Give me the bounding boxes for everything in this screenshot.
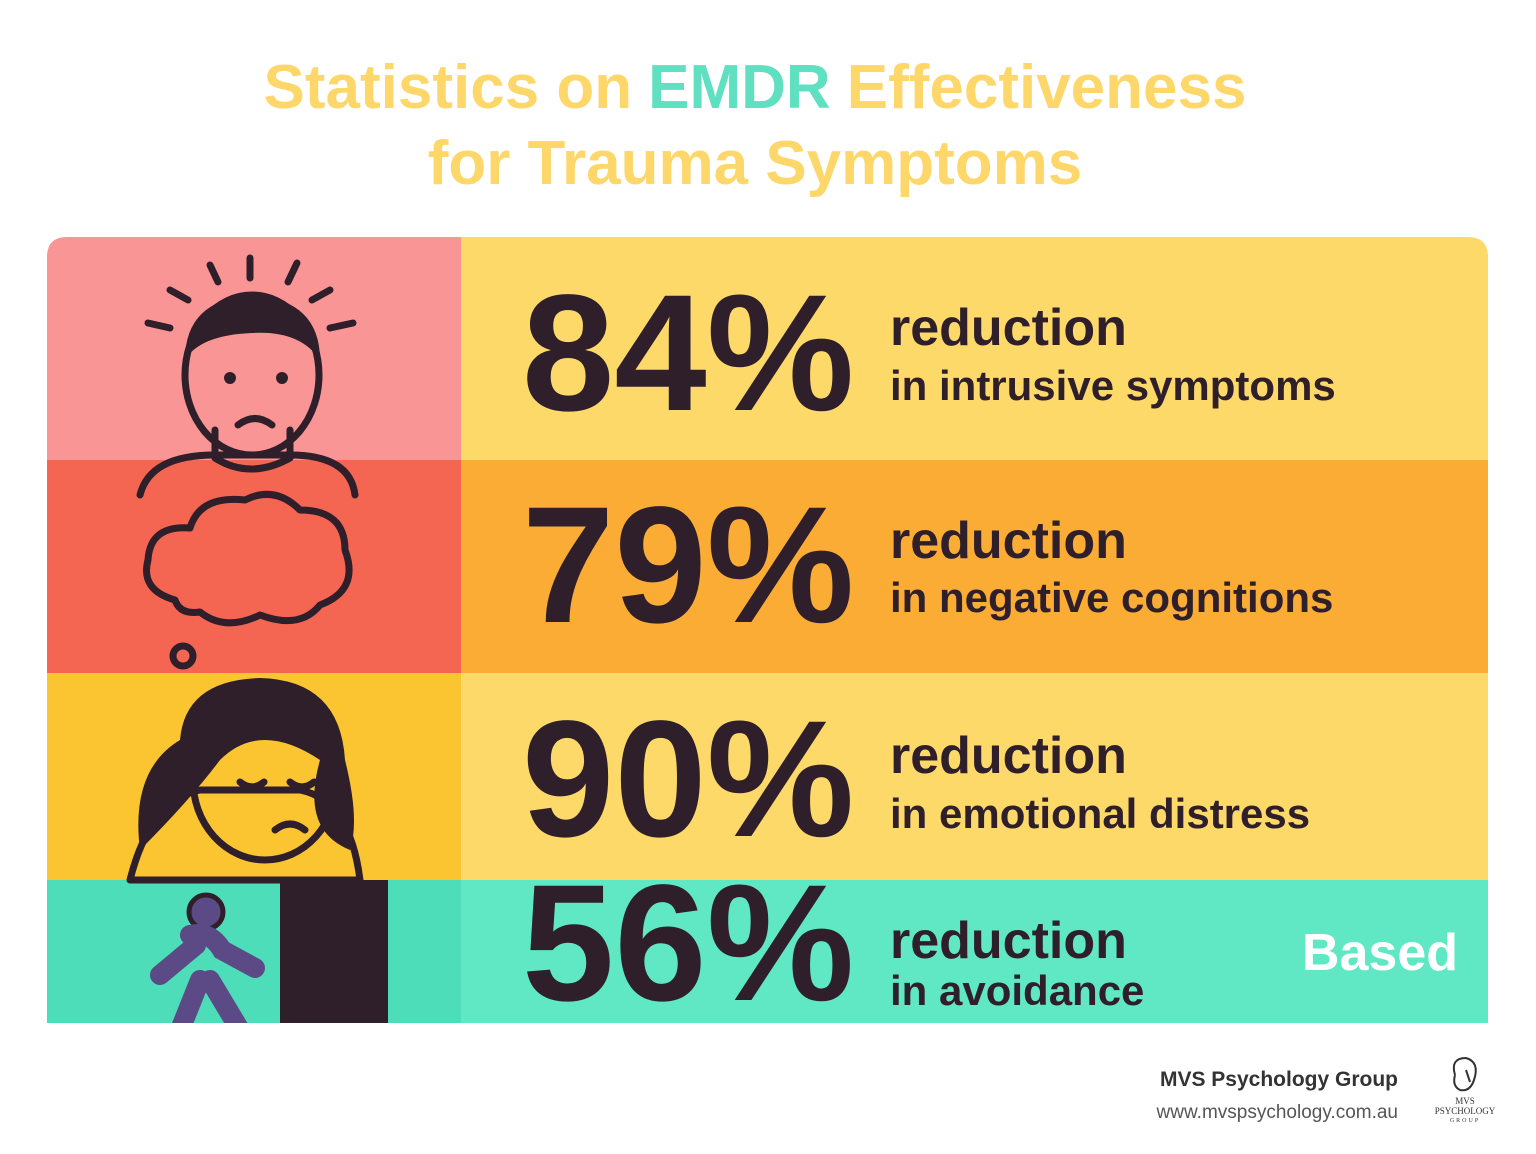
stat-label: reduction — [890, 512, 1127, 570]
logo-text: GROUP — [1450, 1118, 1480, 1124]
stat-value: 56% — [522, 851, 854, 1036]
icon-thought-cloud — [143, 490, 353, 670]
title-text: Statistics on — [264, 53, 633, 122]
icon-sad-woman — [126, 678, 364, 884]
stat-label: reduction — [890, 727, 1127, 785]
stat-value: 90% — [522, 687, 854, 872]
title-line-2: for Trauma Symptoms — [428, 129, 1083, 198]
stat-label: reduction — [890, 912, 1127, 970]
logo: MVS PSYCHOLOGY GROUP — [1435, 1056, 1496, 1124]
stat-value: 79% — [522, 473, 854, 658]
title-highlight: EMDR — [648, 53, 831, 122]
icon-avoidance — [150, 880, 388, 1023]
stat-detail: in emotional distress — [890, 790, 1310, 837]
icon-stressed-person — [136, 254, 359, 499]
logo-text: MVS — [1455, 1096, 1475, 1106]
footer-website: www.mvspsychology.com.au — [1156, 1102, 1398, 1123]
row-bg — [461, 880, 1488, 1023]
overlay-text: Based — [1302, 924, 1458, 982]
row-icon-bg — [47, 237, 461, 460]
stat-detail: in negative cognitions — [890, 574, 1333, 621]
title-line-1: Statistics on EMDR Effectiveness — [264, 53, 1247, 122]
footer-company: MVS Psychology Group — [1160, 1068, 1398, 1091]
logo-text: PSYCHOLOGY — [1435, 1106, 1496, 1116]
title-text: Effectiveness — [847, 53, 1247, 122]
stat-label: reduction — [890, 299, 1127, 357]
stats-panel: 84% reduction in intrusive symptoms 79% … — [47, 237, 1488, 1036]
row-bg — [461, 237, 1488, 460]
row-icon-bg — [47, 880, 461, 1023]
row-bg — [461, 460, 1488, 673]
stat-detail: in avoidance — [890, 967, 1144, 1014]
stat-value: 84% — [522, 261, 854, 446]
stat-detail: in intrusive symptoms — [890, 362, 1336, 409]
row-bg — [461, 673, 1488, 880]
